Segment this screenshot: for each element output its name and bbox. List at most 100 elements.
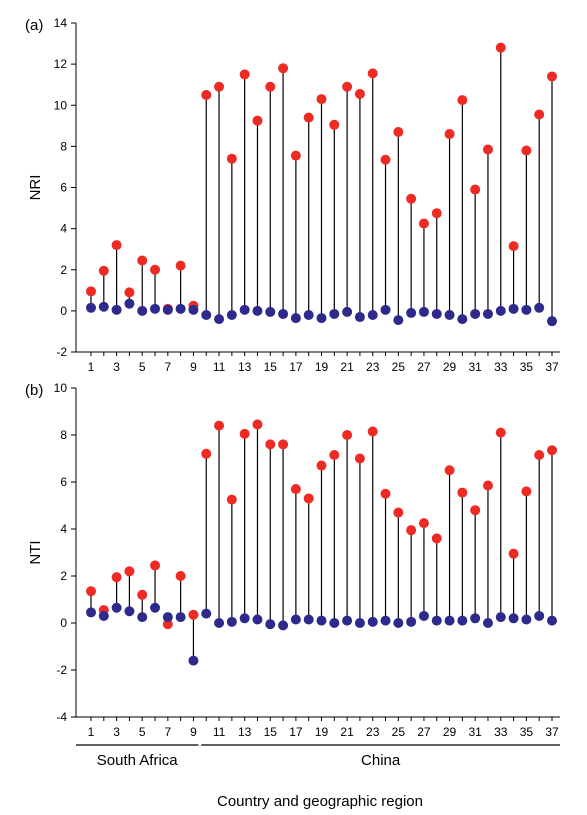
blue-point	[418, 610, 429, 621]
red-point	[547, 445, 557, 456]
red-point	[393, 507, 404, 518]
blue-point	[342, 306, 353, 317]
blue-point	[303, 309, 314, 320]
x-tick-label: 29	[443, 360, 457, 374]
red-point	[329, 119, 340, 130]
red-point	[316, 460, 327, 471]
blue-point	[470, 613, 481, 624]
red-point	[457, 95, 468, 106]
red-point	[111, 572, 122, 583]
red-point	[393, 126, 404, 137]
red-point	[508, 548, 519, 559]
red-point	[98, 265, 109, 276]
blue-point	[239, 613, 250, 624]
x-tick-label: 15	[264, 725, 278, 739]
blue-point	[252, 305, 263, 316]
red-point	[303, 493, 314, 504]
blue-point	[547, 316, 557, 327]
x-tick-label: 25	[392, 360, 406, 374]
x-tick-label: 5	[139, 725, 146, 739]
red-point	[316, 94, 327, 105]
y-tick-label: 4	[60, 522, 67, 536]
red-point	[406, 525, 417, 536]
red-point	[175, 571, 186, 581]
x-tick-label: 31	[468, 725, 482, 739]
red-point	[457, 487, 468, 498]
blue-point	[316, 313, 327, 324]
blue-point	[150, 303, 161, 314]
blue-point	[354, 618, 365, 628]
red-point	[342, 81, 353, 92]
panel-label: (a)	[25, 17, 43, 34]
x-axis-title: Country and geographic region	[217, 793, 423, 810]
x-tick-label: 7	[164, 725, 171, 739]
blue-point	[265, 306, 276, 317]
red-point	[444, 129, 455, 140]
red-point	[431, 208, 442, 219]
red-point	[265, 81, 276, 92]
red-point	[278, 63, 289, 74]
blue-point	[226, 616, 237, 627]
x-tick-label: 37	[545, 725, 559, 739]
red-point	[418, 218, 429, 229]
red-point	[418, 518, 429, 529]
blue-point	[329, 308, 340, 319]
y-tick-label: -4	[56, 710, 67, 724]
x-tick-label: 1	[88, 725, 95, 739]
red-point	[214, 81, 225, 92]
blue-point	[175, 303, 186, 314]
red-point	[86, 286, 96, 297]
y-tick-label: 0	[60, 616, 67, 630]
blue-point	[431, 615, 442, 626]
red-point	[175, 260, 186, 271]
x-tick-label: 23	[366, 725, 380, 739]
y-tick-label: 8	[60, 428, 67, 442]
blue-point	[124, 606, 135, 617]
blue-point	[508, 303, 519, 314]
blue-point	[393, 315, 404, 326]
blue-point	[111, 304, 122, 315]
red-point	[239, 428, 250, 439]
red-point	[354, 453, 365, 464]
red-point	[290, 484, 301, 495]
x-tick-label: 3	[113, 725, 120, 739]
x-tick-label: 11	[213, 725, 226, 739]
blue-point	[239, 304, 250, 315]
red-point	[111, 240, 122, 251]
red-point	[226, 494, 237, 505]
blue-point	[86, 302, 96, 313]
y-tick-label: 8	[60, 139, 67, 153]
group-label: South Africa	[97, 752, 179, 769]
x-tick-label: 19	[315, 360, 329, 374]
blue-point	[252, 614, 263, 625]
red-point	[482, 480, 493, 491]
red-point	[226, 153, 237, 164]
red-point	[482, 144, 493, 155]
blue-point	[534, 302, 545, 313]
x-tick-label: 37	[545, 360, 559, 374]
y-tick-label: 10	[54, 98, 68, 112]
blue-point	[380, 304, 391, 315]
red-point	[495, 427, 506, 438]
x-tick-label: 21	[340, 725, 354, 739]
blue-point	[521, 304, 532, 315]
blue-point	[86, 607, 96, 618]
blue-point	[201, 608, 212, 619]
red-point	[137, 255, 148, 266]
x-tick-label: 27	[417, 360, 431, 374]
blue-point	[547, 615, 557, 626]
red-point	[521, 486, 532, 497]
x-tick-label: 1	[88, 360, 95, 374]
group-label: China	[361, 752, 401, 769]
x-tick-label: 31	[468, 360, 482, 374]
blue-point	[201, 309, 212, 320]
red-point	[303, 112, 314, 123]
y-tick-label: 4	[60, 222, 67, 236]
blue-point	[214, 618, 225, 628]
red-point	[367, 68, 378, 79]
red-point	[214, 420, 225, 431]
red-point	[444, 465, 455, 476]
red-point	[406, 193, 417, 204]
